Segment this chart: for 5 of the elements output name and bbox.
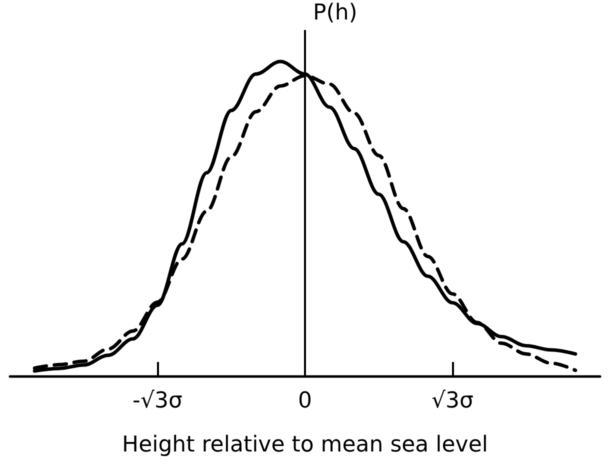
y-axis-title: P(h)	[313, 0, 358, 26]
x-axis-title: Height relative to mean sea level	[122, 432, 488, 458]
x-tick-label: -√3σ	[132, 388, 182, 414]
x-tick-label: √3σ	[432, 388, 474, 414]
x-tick-label: 0	[298, 388, 312, 414]
